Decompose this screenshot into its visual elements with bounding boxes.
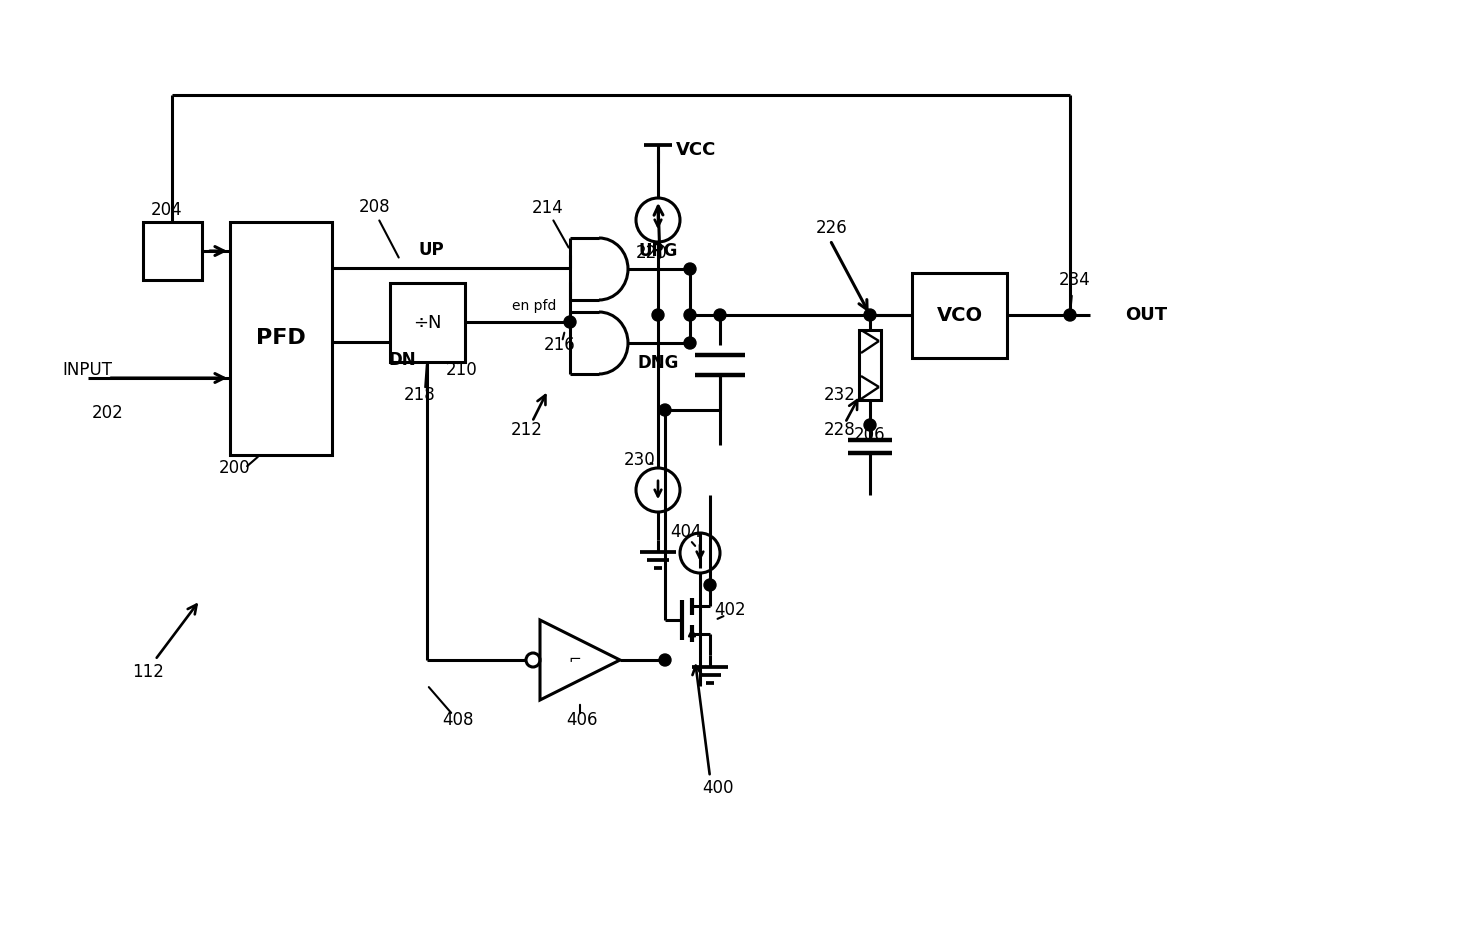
Text: 214: 214 <box>532 199 564 217</box>
Text: OUT: OUT <box>1125 306 1167 324</box>
Bar <box>911 273 1007 358</box>
Text: 230: 230 <box>625 451 656 469</box>
Text: 228: 228 <box>824 421 855 439</box>
Text: INPUT: INPUT <box>62 361 112 379</box>
Text: VCC: VCC <box>676 141 716 159</box>
Bar <box>230 222 332 455</box>
Text: 204: 204 <box>151 201 183 219</box>
Text: en pfd: en pfd <box>511 299 555 313</box>
Circle shape <box>659 654 671 666</box>
Text: VCO: VCO <box>936 306 982 325</box>
Text: ⌐: ⌐ <box>569 653 582 668</box>
Text: 200: 200 <box>219 459 251 477</box>
Text: ÷N: ÷N <box>414 314 442 332</box>
Text: PFD: PFD <box>256 329 306 349</box>
Text: 234: 234 <box>1059 271 1092 289</box>
Circle shape <box>684 309 696 321</box>
Text: 406: 406 <box>566 711 598 729</box>
Text: 112: 112 <box>131 663 164 681</box>
Text: 404: 404 <box>671 523 702 541</box>
Bar <box>390 283 465 362</box>
Text: UP: UP <box>418 241 443 259</box>
Circle shape <box>659 404 671 416</box>
Text: 216: 216 <box>544 336 576 354</box>
Circle shape <box>684 263 696 275</box>
Circle shape <box>1063 309 1077 321</box>
Circle shape <box>684 337 696 349</box>
Text: 202: 202 <box>92 404 124 422</box>
Circle shape <box>864 309 876 321</box>
Text: 210: 210 <box>446 361 479 379</box>
Text: UPG: UPG <box>638 242 678 260</box>
Text: 402: 402 <box>715 601 746 619</box>
Text: 212: 212 <box>511 421 544 439</box>
Text: 220: 220 <box>637 244 668 262</box>
Bar <box>143 222 202 280</box>
Text: 232: 232 <box>824 386 857 404</box>
Text: 400: 400 <box>702 779 734 797</box>
Text: DN: DN <box>388 351 417 369</box>
Bar <box>860 330 880 400</box>
Circle shape <box>713 309 727 321</box>
Text: 206: 206 <box>854 426 886 444</box>
Text: DNG: DNG <box>637 354 679 372</box>
Circle shape <box>564 316 576 328</box>
Text: 218: 218 <box>405 386 436 404</box>
Text: 226: 226 <box>817 219 848 237</box>
Circle shape <box>864 419 876 431</box>
Circle shape <box>705 579 716 591</box>
Text: 208: 208 <box>359 198 391 216</box>
Text: 408: 408 <box>442 711 474 729</box>
Circle shape <box>651 309 665 321</box>
